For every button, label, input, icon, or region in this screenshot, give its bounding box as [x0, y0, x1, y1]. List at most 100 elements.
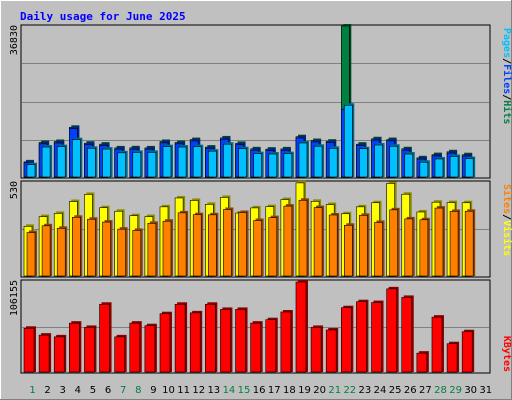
day-label: 30	[464, 385, 477, 396]
legend-hits: Hits	[501, 100, 512, 124]
legend-kbytes: KBytes	[501, 336, 512, 372]
sites-bar	[102, 221, 111, 277]
sites-bar	[464, 210, 474, 277]
day-label: 29	[449, 385, 462, 396]
kbytes-bar	[53, 336, 65, 373]
visits-bars	[23, 180, 476, 277]
pages-bar	[344, 104, 353, 178]
kbytes-bar	[356, 301, 367, 373]
visits-legend: Sites/Visits	[501, 184, 512, 256]
pages-bar	[192, 146, 202, 178]
pages-bar	[72, 139, 81, 178]
day-label: 9	[150, 385, 156, 396]
day-label: 24	[374, 385, 387, 396]
day-label: 13	[207, 385, 220, 396]
day-label: 15	[238, 385, 251, 396]
sites-bar	[208, 214, 217, 277]
sites-bar	[223, 209, 232, 277]
day-label: 17	[268, 385, 281, 396]
sites-bar	[268, 217, 278, 277]
pages-bar	[298, 142, 308, 178]
day-axis: 1 2 3 4 5 6 7 8 9 10 11 12 13 14 15 16 17 18 19 20 21 22 23 24 2…	[29, 385, 492, 396]
visits-legend-separator: /	[501, 214, 512, 220]
day-label: 10	[162, 385, 175, 396]
pages-bar	[162, 146, 172, 178]
day-label: 16	[253, 385, 266, 396]
legend-files: Files	[501, 64, 512, 94]
kbytes-bar	[371, 302, 382, 373]
sites-bar	[344, 224, 353, 277]
kbytes-legend: KBytes	[501, 336, 512, 372]
sites-bar	[374, 222, 383, 277]
kbytes-bar	[114, 336, 125, 373]
pages-bar	[208, 150, 217, 178]
pages-bar	[41, 146, 51, 178]
sites-bar	[41, 225, 51, 277]
pages-bar	[87, 148, 96, 178]
kbytes-bar	[99, 303, 110, 373]
kbytes-bar	[220, 309, 231, 373]
sites-bar	[298, 199, 308, 277]
kbytes-bar	[280, 311, 292, 373]
day-label: 28	[434, 385, 447, 396]
sites-bar	[192, 214, 202, 277]
visits-max-label: 530	[9, 181, 20, 199]
hits-legend: Pages/Files/Hits	[501, 28, 512, 124]
pages-bar	[328, 148, 338, 178]
pages-bar	[56, 146, 66, 178]
day-label: 14	[223, 385, 236, 396]
sites-bar	[132, 230, 142, 277]
day-label: 1	[29, 385, 35, 396]
pages-bar	[283, 153, 293, 178]
pages-bar	[253, 153, 262, 178]
day-label: 27	[419, 385, 432, 396]
kbytes-bar	[431, 316, 443, 373]
kbytes-bar	[401, 297, 413, 373]
pages-bar	[238, 148, 247, 178]
pages-bar	[102, 148, 111, 178]
sites-bar	[162, 220, 172, 277]
hits-panel	[20, 24, 491, 179]
hits-legend-separator: /	[501, 58, 512, 64]
day-label: 18	[283, 385, 296, 396]
pages-bar	[404, 153, 414, 178]
pages-bar	[313, 145, 323, 178]
hits-legend-separator: /	[501, 94, 512, 100]
pages-bar	[419, 161, 429, 178]
sites-bar	[117, 228, 126, 277]
kbytes-bar	[325, 329, 337, 373]
kbytes-bar	[69, 322, 80, 373]
visits-panel	[20, 180, 491, 278]
kbytes-bar	[461, 331, 473, 373]
kbytes-bar	[250, 322, 261, 373]
kbytes-bar	[341, 307, 352, 373]
kbytes-bar	[235, 309, 246, 373]
day-label: 23	[359, 385, 372, 396]
sites-bar	[328, 214, 338, 277]
kbytes-bar	[386, 288, 397, 373]
pages-bar	[268, 153, 278, 178]
kbytes-bar	[144, 325, 156, 373]
pages-bar	[132, 152, 142, 178]
sites-bar	[253, 220, 262, 277]
sites-bar	[419, 219, 429, 277]
pages-bar	[26, 164, 36, 178]
day-label: 22	[343, 385, 356, 396]
day-label: 2	[44, 385, 50, 396]
day-label: 11	[177, 385, 190, 396]
kbytes-bar	[174, 303, 186, 373]
kbytes-bars	[23, 279, 475, 373]
pages-bar	[464, 158, 474, 178]
visits-legend-text: Sites/Visits	[501, 184, 512, 256]
kbytes-bar	[265, 319, 277, 373]
legend-sites: Sites	[501, 184, 512, 214]
day-label: 3	[60, 385, 66, 396]
sites-bar	[26, 232, 36, 277]
kbytes-bar	[416, 352, 428, 373]
kbytes-bar	[38, 334, 50, 373]
hits-gridlines	[22, 63, 489, 141]
sites-bar	[434, 207, 444, 277]
sites-bar	[238, 212, 247, 277]
sites-bar	[72, 216, 81, 277]
kbytes-bar	[159, 313, 171, 373]
